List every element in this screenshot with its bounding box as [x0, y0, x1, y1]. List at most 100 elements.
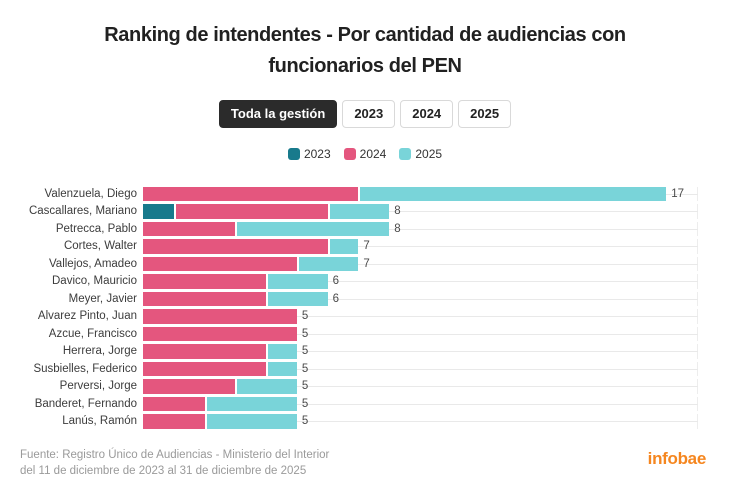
chart-row: Susbielles, Federico 5	[0, 360, 730, 378]
title-line-1: Ranking de intendentes - Por cantidad de…	[104, 24, 626, 46]
bar-segment-2024	[143, 414, 205, 429]
bar-plot: 5	[143, 326, 698, 341]
value-label: 5	[301, 310, 309, 322]
bar-segment-2025	[266, 344, 297, 359]
bar-segment-2024	[143, 274, 267, 289]
row-gridline	[143, 403, 698, 405]
chart-row: Lanús, Ramón 5	[0, 413, 730, 431]
bar-segment-2024	[143, 186, 359, 201]
chart-row: Cascallares, Mariano 8	[0, 203, 730, 221]
bar-plot: 5	[143, 396, 698, 411]
footer: Fuente: Registro Único de Audiencias - M…	[20, 447, 706, 480]
chart-row: Perversi, Jorge 5	[0, 378, 730, 396]
bar-plot: 8	[143, 204, 698, 219]
bar-plot: 6	[143, 274, 698, 289]
category-label: Cascallares, Mariano	[28, 205, 137, 218]
legend-item-2025: 2025	[399, 147, 442, 161]
bar-segment-2025	[296, 256, 359, 271]
value-label: 7	[363, 257, 370, 270]
legend-label: 2023	[303, 147, 331, 161]
legend-item-2023: 2023	[287, 147, 331, 161]
bar-segment-2024	[143, 239, 328, 254]
category-label: Petrecca, Pablo	[55, 222, 137, 235]
chart-row: Azcue, Francisco 5	[0, 325, 730, 343]
value-label: 5	[301, 380, 309, 392]
value-label: 5	[301, 362, 309, 375]
row-gridline	[143, 351, 698, 353]
row-gridline	[143, 246, 698, 248]
tab-2024[interactable]: 2024	[400, 100, 454, 128]
bar-segment-2024	[143, 291, 267, 306]
row-gridline	[143, 368, 698, 370]
bar-plot: 5	[143, 309, 698, 324]
category-label: Cortes, Walter	[63, 240, 137, 253]
bar-segment-2024	[143, 396, 205, 411]
row-gridline	[143, 316, 698, 318]
bar-segment-2023	[143, 204, 174, 219]
row-gridline	[143, 281, 698, 283]
value-label: 8	[394, 205, 401, 217]
bar-plot: 6	[143, 291, 698, 306]
tab-2025[interactable]: 2025	[458, 100, 512, 128]
bar-plot: 8	[143, 221, 698, 236]
category-label: Davico, Mauricio	[52, 275, 137, 288]
category-label: Valenzuela, Diego	[44, 187, 138, 200]
category-label: Alvarez Pinto, Juan	[37, 310, 137, 323]
chart-row: Petrecca, Pablo 8	[0, 220, 730, 238]
bar-segment-2024	[143, 344, 267, 359]
row-gridline	[143, 228, 698, 230]
value-label: 7	[363, 240, 370, 252]
category-label: Azcue, Francisco	[48, 327, 137, 340]
legend-label: 2025	[415, 147, 443, 161]
bar-plot: 5	[143, 344, 698, 359]
value-label: 17	[671, 187, 684, 200]
chart-row: Valenzuela, Diego 17	[0, 185, 730, 203]
bar-segment-2024	[143, 379, 236, 394]
category-label: Vallejos, Amadeo	[48, 257, 137, 270]
bar-segment-2025	[235, 221, 390, 236]
source-line-1: Fuente: Registro Único de Audiencias - M…	[20, 448, 330, 461]
bar-segment-2025	[327, 204, 390, 219]
chart-row: Meyer, Javier 6	[0, 290, 730, 308]
chart-row: Cortes, Walter 7	[0, 238, 730, 256]
value-label: 5	[301, 327, 309, 340]
bar-plot: 5	[143, 361, 698, 376]
chart-row: Davico, Mauricio 6	[0, 273, 730, 291]
row-gridline	[143, 211, 698, 213]
chart-legend: 2023 2024 2025	[0, 147, 730, 161]
category-label: Perversi, Jorge	[59, 380, 137, 393]
tab-2023[interactable]: 2023	[342, 100, 396, 128]
value-label: 5	[301, 345, 309, 357]
bar-segment-2025	[266, 274, 328, 289]
value-label: 5	[301, 415, 309, 427]
value-label: 6	[332, 275, 340, 287]
bar-plot: 17	[143, 186, 698, 201]
bar-segment-2024	[143, 361, 267, 376]
legend-item-2024: 2024	[343, 147, 387, 161]
row-gridline	[143, 263, 698, 265]
bar-segment-2025	[327, 239, 359, 254]
bar-segment-2025	[266, 291, 328, 306]
legend-label: 2024	[359, 147, 387, 161]
bar-segment-2025	[204, 396, 297, 411]
infobae-logo: infobae	[647, 448, 707, 468]
title-line-2: funcionarios del PEN	[268, 55, 462, 77]
bar-segment-2025	[204, 414, 297, 429]
category-label: Lanús, Ramón	[62, 415, 137, 428]
chart-row: Herrera, Jorge 5	[0, 343, 730, 361]
tab-toda-la-gestión[interactable]: Toda la gestión	[218, 100, 338, 128]
value-label: 5	[301, 397, 309, 410]
legend-swatch-2024	[343, 148, 356, 160]
row-gridline	[143, 333, 698, 335]
bar-segment-2024	[143, 221, 236, 236]
bar-segment-2024	[143, 309, 297, 324]
source-note: Fuente: Registro Único de Audiencias - M…	[20, 447, 329, 480]
category-label: Susbielles, Federico	[33, 362, 137, 375]
chart-rows: Valenzuela, Diego 17 Cascallares, Mariano 8…	[0, 185, 730, 430]
bar-plot: 5	[143, 379, 698, 394]
value-label: 6	[332, 292, 340, 305]
chart-row: Banderet, Fernando 5	[0, 395, 730, 413]
bar-plot: 7	[143, 239, 698, 254]
bar-segment-2024	[173, 204, 328, 219]
